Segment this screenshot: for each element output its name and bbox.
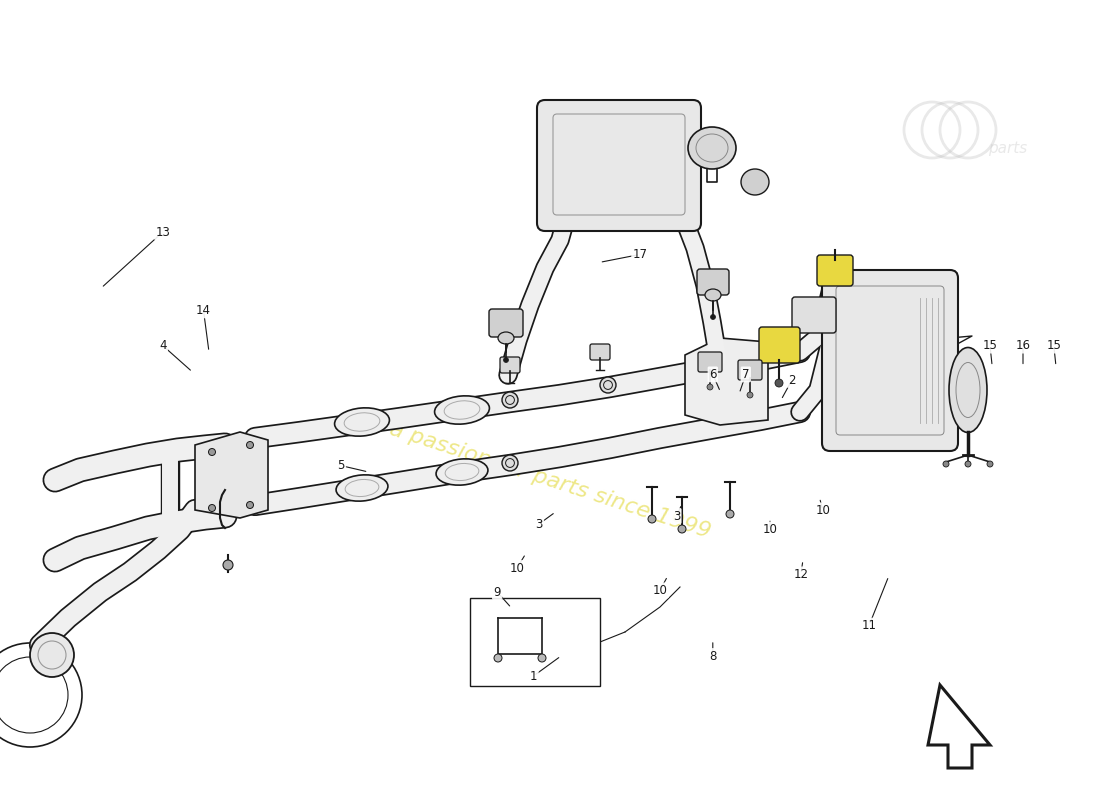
Text: a passion for parts since 1999: a passion for parts since 1999 — [387, 418, 713, 542]
Ellipse shape — [434, 396, 490, 424]
Circle shape — [987, 461, 993, 467]
Text: 15: 15 — [982, 339, 998, 352]
Bar — [470, 598, 600, 686]
Circle shape — [943, 461, 949, 467]
Circle shape — [711, 314, 715, 319]
Circle shape — [209, 449, 216, 455]
Text: 15: 15 — [1046, 339, 1062, 352]
Circle shape — [965, 461, 971, 467]
FancyBboxPatch shape — [697, 269, 729, 295]
Circle shape — [504, 358, 508, 362]
FancyBboxPatch shape — [698, 352, 722, 372]
FancyBboxPatch shape — [590, 344, 610, 360]
Ellipse shape — [436, 459, 488, 485]
Circle shape — [502, 455, 518, 471]
Text: 5: 5 — [338, 459, 344, 472]
Circle shape — [502, 392, 518, 408]
Text: 14: 14 — [196, 304, 211, 317]
Circle shape — [209, 505, 216, 511]
FancyBboxPatch shape — [537, 100, 701, 231]
Circle shape — [223, 560, 233, 570]
Ellipse shape — [949, 347, 987, 433]
Ellipse shape — [688, 127, 736, 169]
Text: 2: 2 — [789, 374, 795, 386]
FancyBboxPatch shape — [490, 309, 522, 337]
Polygon shape — [195, 432, 268, 518]
Polygon shape — [685, 338, 768, 425]
Text: 6: 6 — [710, 368, 716, 381]
FancyBboxPatch shape — [738, 360, 762, 380]
Text: 10: 10 — [762, 523, 778, 536]
Text: 4: 4 — [160, 339, 166, 352]
Circle shape — [246, 442, 253, 449]
Text: 13: 13 — [155, 226, 170, 238]
Text: 7: 7 — [742, 368, 749, 381]
Text: 9: 9 — [494, 586, 501, 598]
Circle shape — [246, 502, 253, 509]
Circle shape — [30, 633, 74, 677]
Circle shape — [747, 392, 754, 398]
Ellipse shape — [334, 408, 389, 436]
Ellipse shape — [705, 289, 720, 301]
Circle shape — [494, 654, 502, 662]
Text: parts: parts — [988, 141, 1027, 155]
Text: 3: 3 — [673, 510, 680, 522]
Polygon shape — [928, 685, 990, 768]
Circle shape — [600, 377, 616, 393]
Circle shape — [707, 384, 713, 390]
Text: 17: 17 — [632, 248, 648, 261]
Text: 1: 1 — [530, 670, 537, 682]
FancyBboxPatch shape — [500, 357, 520, 373]
FancyBboxPatch shape — [822, 270, 958, 451]
Text: 10: 10 — [509, 562, 525, 574]
Circle shape — [678, 525, 686, 533]
Text: 8: 8 — [710, 650, 716, 662]
FancyBboxPatch shape — [792, 297, 836, 333]
Text: 16: 16 — [1015, 339, 1031, 352]
FancyBboxPatch shape — [817, 255, 852, 286]
Text: 10: 10 — [815, 504, 830, 517]
Text: 10: 10 — [652, 584, 668, 597]
Ellipse shape — [741, 169, 769, 195]
Ellipse shape — [337, 475, 388, 501]
Text: 3: 3 — [536, 518, 542, 530]
Text: 12: 12 — [793, 568, 808, 581]
FancyBboxPatch shape — [759, 327, 800, 363]
Circle shape — [538, 654, 546, 662]
Ellipse shape — [498, 332, 514, 344]
Circle shape — [726, 510, 734, 518]
Circle shape — [648, 515, 656, 523]
Circle shape — [776, 379, 783, 387]
Text: 11: 11 — [861, 619, 877, 632]
